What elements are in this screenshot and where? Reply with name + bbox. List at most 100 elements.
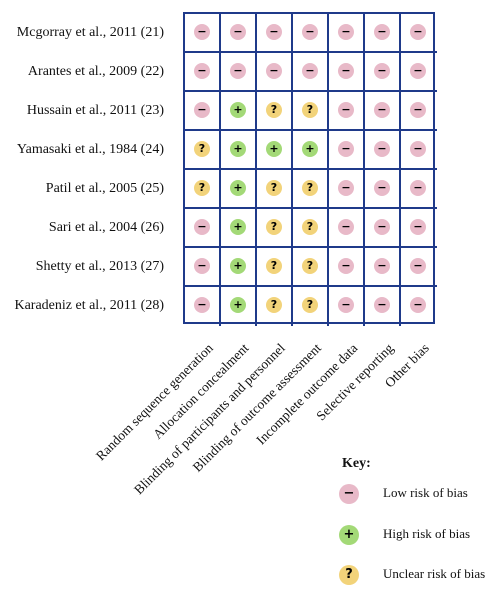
grid-cell: − — [329, 287, 365, 326]
unclear-risk-icon: ? — [302, 258, 318, 274]
low-risk-icon: − — [302, 24, 318, 40]
high-risk-icon: + — [230, 102, 246, 118]
study-label: Sari et al., 2004 (26) — [48, 220, 164, 235]
grid-cell: − — [257, 14, 293, 53]
unclear-risk-icon: ? — [266, 219, 282, 235]
low-risk-icon: − — [338, 297, 354, 313]
grid-cell: + — [221, 92, 257, 131]
grid-cell: − — [365, 170, 401, 209]
study-label: Arantes et al., 2009 (22) — [27, 64, 164, 79]
grid-cell: ? — [185, 170, 221, 209]
grid-cell: ? — [293, 248, 329, 287]
grid-cell: − — [329, 131, 365, 170]
grid-cell: ? — [185, 131, 221, 170]
unclear-risk-icon: ? — [266, 102, 282, 118]
grid-cell: ? — [257, 248, 293, 287]
grid-cell: − — [329, 92, 365, 131]
grid-cell: − — [221, 14, 257, 53]
legend-label-unclear: Unclear risk of bias — [383, 566, 486, 581]
grid-cell: − — [293, 14, 329, 53]
grid-cell: − — [401, 131, 437, 170]
high-risk-icon: + — [230, 141, 246, 157]
low-risk-icon: − — [338, 102, 354, 118]
low-risk-icon: − — [338, 258, 354, 274]
grid-cell: ? — [257, 170, 293, 209]
grid-cell: − — [401, 92, 437, 131]
low-risk-icon: − — [194, 63, 210, 79]
grid-cell: − — [329, 209, 365, 248]
low-risk-icon: − — [410, 180, 426, 196]
grid-cell: − — [329, 170, 365, 209]
grid-cell: + — [221, 209, 257, 248]
grid-cell: − — [185, 53, 221, 92]
grid-cell: ? — [257, 209, 293, 248]
high-risk-icon: + — [230, 180, 246, 196]
grid-cell: − — [293, 53, 329, 92]
unclear-risk-icon: ? — [266, 297, 282, 313]
grid-cell: − — [185, 248, 221, 287]
low-risk-icon: − — [338, 141, 354, 157]
high-risk-icon: + — [230, 297, 246, 313]
grid-cell: ? — [293, 287, 329, 326]
low-risk-icon: − — [374, 258, 390, 274]
low-risk-icon: − — [338, 180, 354, 196]
high-risk-icon: + — [266, 141, 282, 157]
grid-cell: − — [329, 53, 365, 92]
grid-cell: − — [365, 131, 401, 170]
low-risk-icon: − — [374, 63, 390, 79]
high-risk-icon: + — [339, 525, 359, 545]
study-label: Hussain et al., 2011 (23) — [26, 103, 164, 118]
low-risk-icon: − — [194, 102, 210, 118]
legend-label-high: High risk of bias — [383, 526, 471, 541]
unclear-risk-icon: ? — [194, 180, 210, 196]
study-label: Yamasaki et al., 1984 (24) — [16, 142, 164, 157]
grid-cell: − — [185, 287, 221, 326]
low-risk-icon: − — [374, 180, 390, 196]
unclear-risk-icon: ? — [302, 102, 318, 118]
grid-cell: + — [221, 170, 257, 209]
low-risk-icon: − — [410, 63, 426, 79]
low-risk-icon: − — [194, 258, 210, 274]
grid-cell: − — [401, 209, 437, 248]
low-risk-icon: − — [230, 24, 246, 40]
grid-cell: + — [221, 248, 257, 287]
low-risk-icon: − — [194, 297, 210, 313]
study-label: Patil et al., 2005 (25) — [45, 181, 164, 196]
grid-cell: + — [221, 131, 257, 170]
grid-cell: + — [221, 287, 257, 326]
grid-cell: + — [293, 131, 329, 170]
grid-cell: − — [401, 248, 437, 287]
low-risk-icon: − — [338, 219, 354, 235]
low-risk-icon: − — [374, 219, 390, 235]
low-risk-icon: − — [338, 24, 354, 40]
study-label: Mcgorray et al., 2011 (21) — [16, 25, 164, 40]
grid-cell: − — [401, 53, 437, 92]
unclear-risk-icon: ? — [266, 180, 282, 196]
grid-cell: − — [401, 14, 437, 53]
low-risk-icon: − — [410, 297, 426, 313]
grid-cell: − — [365, 53, 401, 92]
unclear-risk-icon: ? — [194, 141, 210, 157]
grid-cell: − — [329, 14, 365, 53]
grid-cell: ? — [257, 92, 293, 131]
legend-title: Key: — [342, 456, 371, 471]
grid-cell: − — [365, 209, 401, 248]
grid-cell: ? — [293, 209, 329, 248]
study-label: Karadeniz et al., 2011 (28) — [14, 298, 164, 313]
risk-of-bias-grid: − − − − − − − − − − − − − − − +?? − − −? + + + − − −? +?? − − − − +?? −… — [183, 12, 437, 326]
grid-cell: − — [185, 14, 221, 53]
unclear-risk-icon: ? — [266, 258, 282, 274]
unclear-risk-icon: ? — [339, 565, 359, 585]
low-risk-icon: − — [266, 63, 282, 79]
unclear-risk-icon: ? — [302, 297, 318, 313]
low-risk-icon: − — [410, 219, 426, 235]
unclear-risk-icon: ? — [302, 219, 318, 235]
grid-cell: − — [401, 170, 437, 209]
low-risk-icon: − — [410, 258, 426, 274]
low-risk-icon: − — [410, 24, 426, 40]
low-risk-icon: − — [302, 63, 318, 79]
legend-label-low: Low risk of bias — [383, 485, 468, 500]
low-risk-icon: − — [374, 141, 390, 157]
high-risk-icon: + — [230, 258, 246, 274]
